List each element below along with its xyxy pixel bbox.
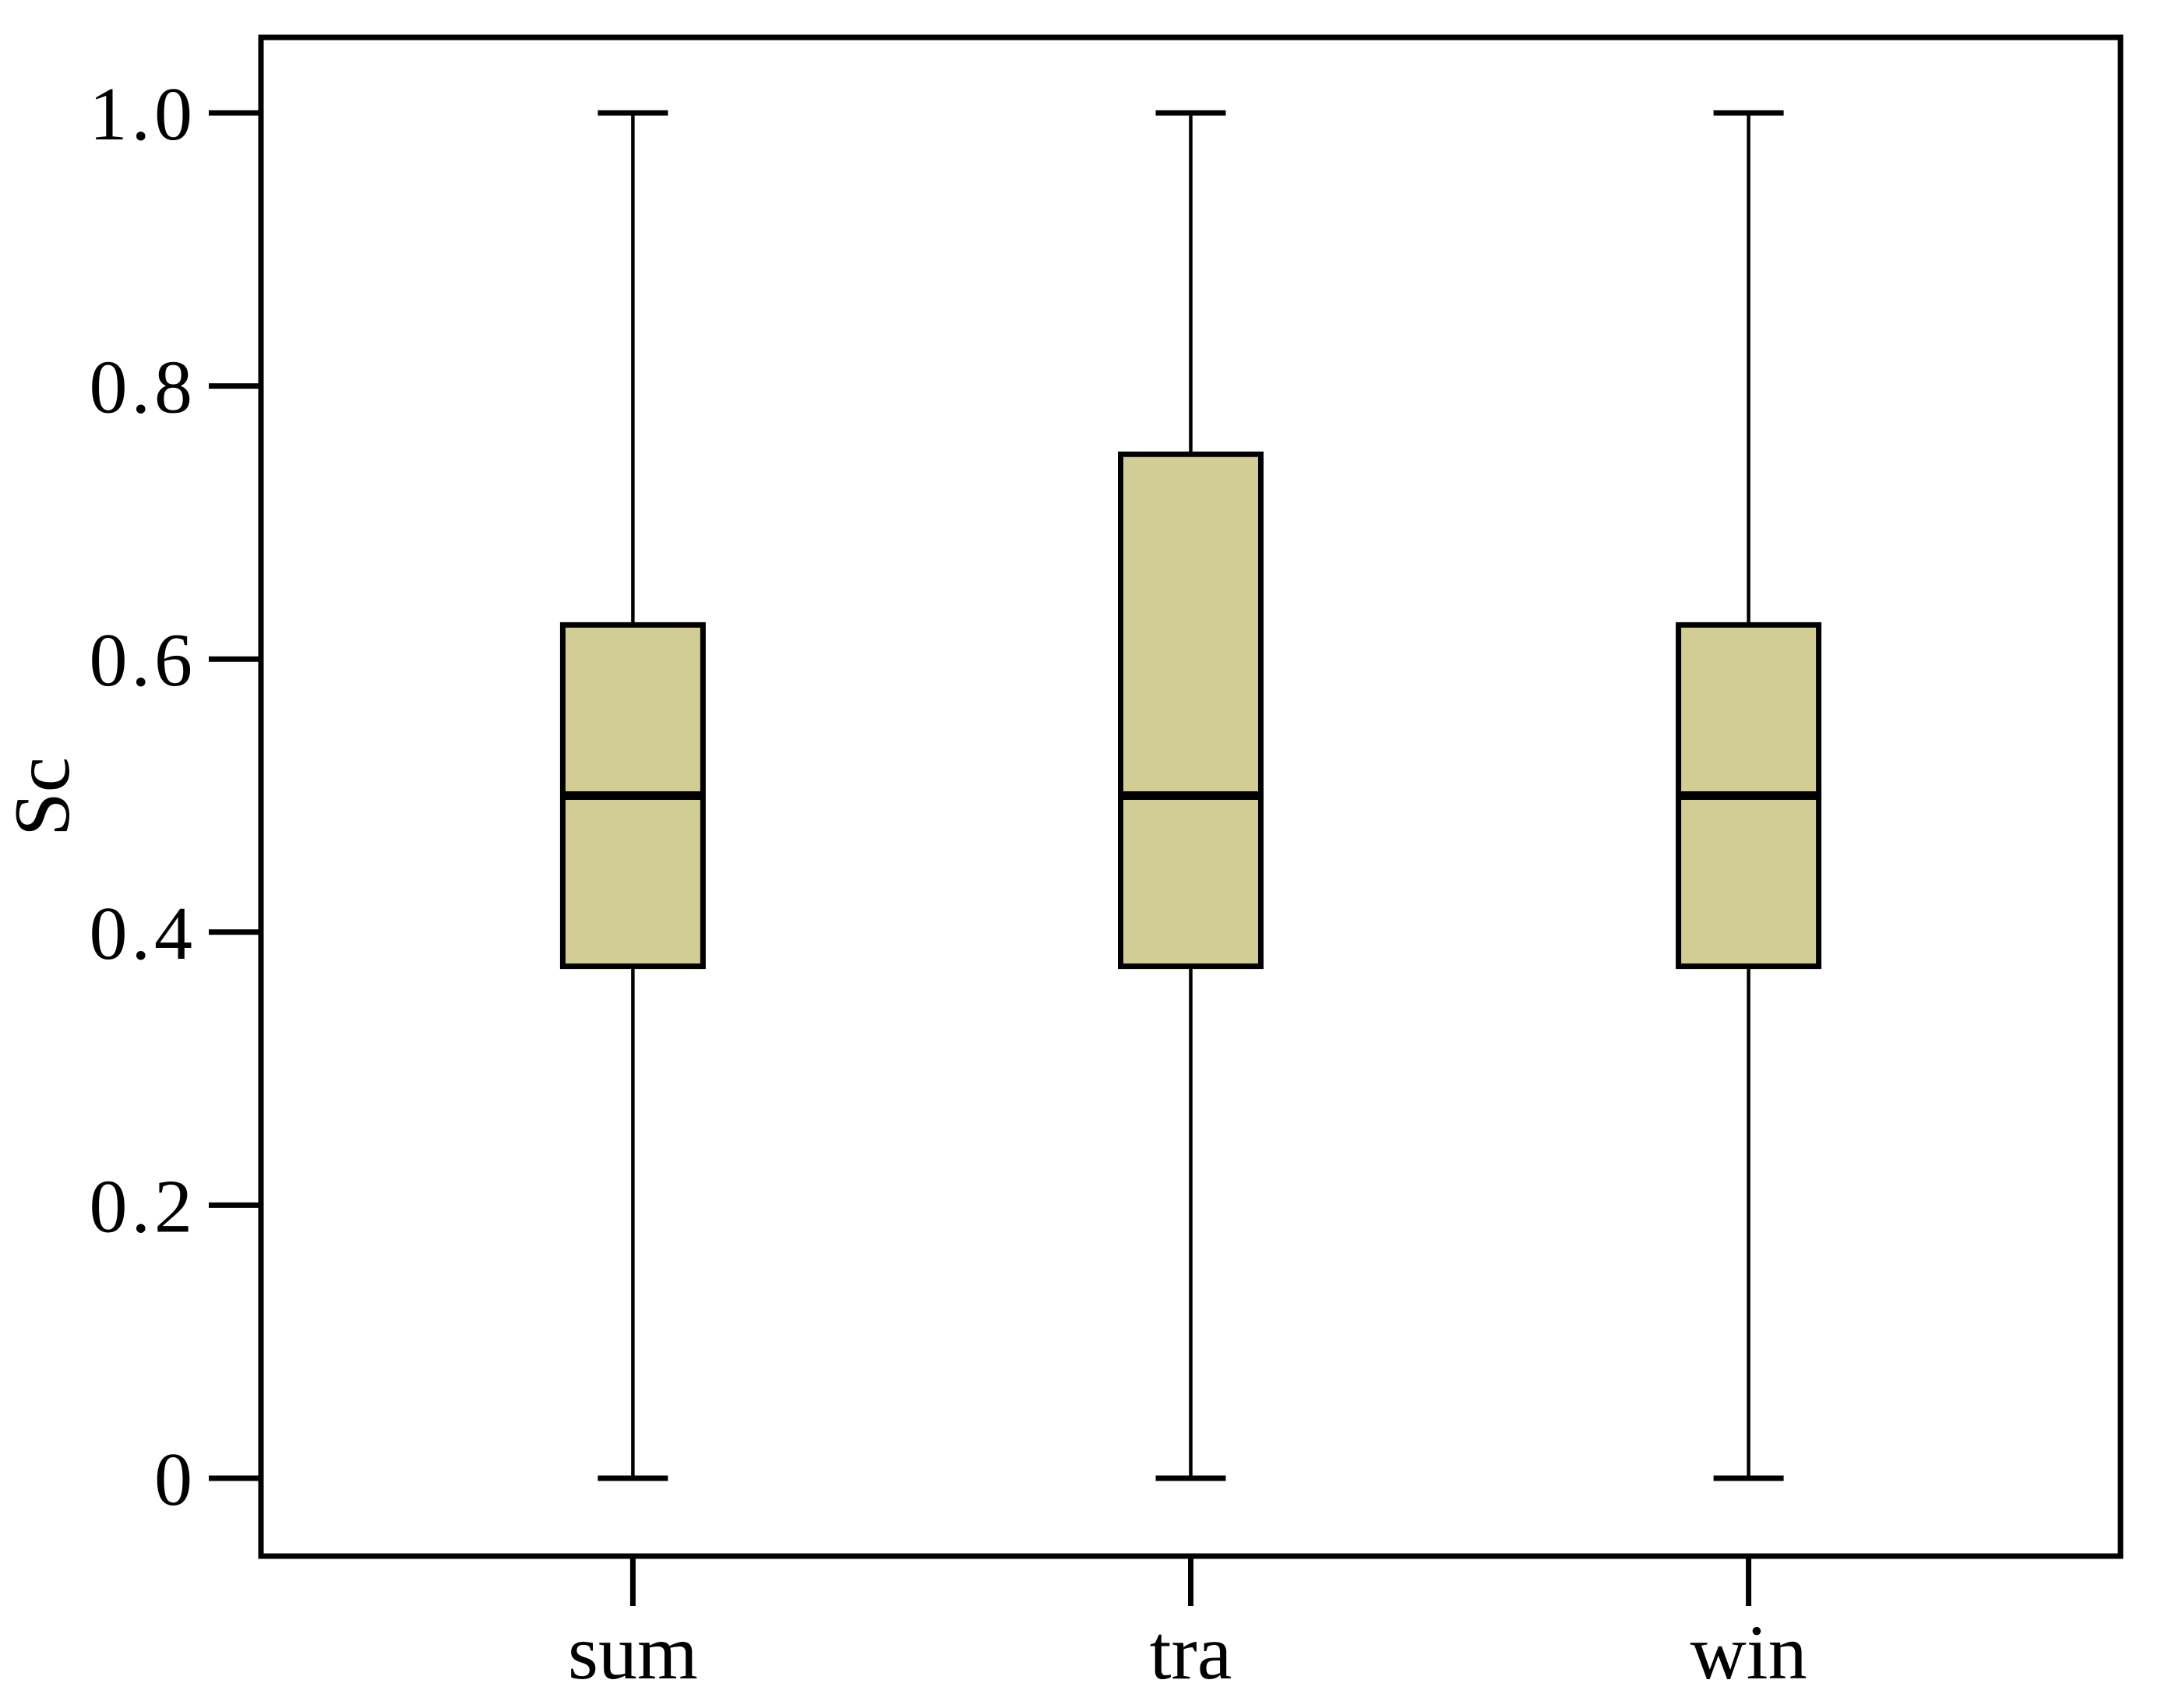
boxplot-win [1676, 110, 1822, 1481]
y-tick-label: 0.8 [90, 346, 197, 430]
y-tick-label: 0 [154, 1438, 196, 1522]
y-axis-title: Sc [0, 757, 86, 836]
y-tick-label: 1.0 [90, 72, 197, 157]
plot-frame [258, 34, 2124, 1559]
y-tick-label: 0.2 [90, 1164, 197, 1248]
boxplots [559, 110, 1822, 1481]
iqr-box [1118, 451, 1264, 970]
boxplot-tra [1118, 110, 1264, 1481]
x-tick-label: win [1690, 1609, 1807, 1696]
x-tick-label: tra [1150, 1609, 1232, 1696]
y-axis-ticks: 0 0.2 0.4 0.6 0.8 1.0 [90, 72, 261, 1522]
x-axis-ticks: sum tra win [568, 1556, 1807, 1696]
boxplot-sum [559, 110, 706, 1481]
y-tick-label: 0.6 [90, 618, 197, 703]
y-tick-label: 0.4 [90, 892, 197, 976]
x-tick-label: sum [568, 1609, 698, 1696]
